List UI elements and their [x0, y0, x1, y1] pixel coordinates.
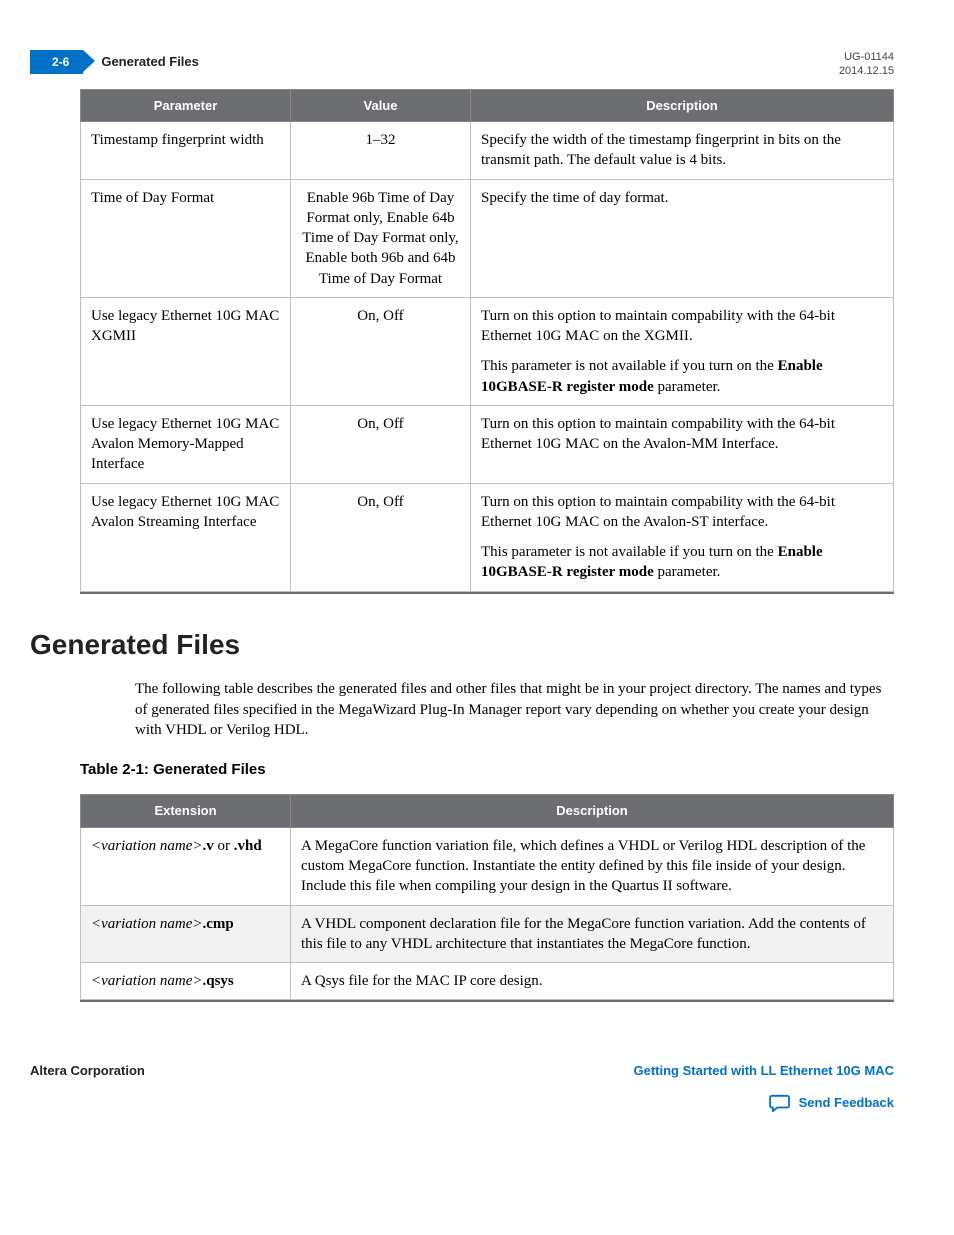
page-number-tab: 2-6 — [30, 50, 83, 74]
footer-company: Altera Corporation — [30, 1062, 145, 1080]
table-rule — [80, 1000, 894, 1002]
cell-parameter: Time of Day Format — [81, 179, 291, 297]
cell-description: Turn on this option to maintain compabil… — [471, 297, 894, 405]
cell-value: 1–32 — [291, 122, 471, 180]
ext-bold: .vhd — [234, 838, 262, 854]
cell-description: A MegaCore function variation file, whic… — [291, 827, 894, 905]
description-paragraph: This parameter is not available if you t… — [481, 356, 883, 397]
cell-value: On, Off — [291, 405, 471, 483]
variation-name: <variation name> — [91, 838, 202, 854]
doc-id: UG-01144 — [839, 50, 894, 64]
col-header-parameter: Parameter — [81, 89, 291, 122]
description-paragraph: This parameter is not available if you t… — [481, 542, 883, 583]
description-paragraph: Specify the width of the timestamp finge… — [481, 130, 883, 171]
ext-bold: .qsys — [202, 973, 233, 989]
cell-parameter: Use legacy Ethernet 10G MAC Avalon Strea… — [81, 483, 291, 591]
cell-parameter: Use legacy Ethernet 10G MAC XGMII — [81, 297, 291, 405]
page-header: 2-6 Generated Files UG-01144 2014.12.15 — [30, 50, 894, 79]
cell-description: A VHDL component declaration file for th… — [291, 905, 894, 963]
cell-extension: <variation name>.v or .vhd — [81, 827, 291, 905]
bold-span: Enable 10GBASE-R register mode — [481, 358, 823, 394]
footer-right: Getting Started with LL Ethernet 10G MAC… — [633, 1062, 894, 1116]
cell-description: Turn on this option to maintain compabil… — [471, 405, 894, 483]
cell-parameter: Use legacy Ethernet 10G MAC Avalon Memor… — [81, 405, 291, 483]
table-row: Use legacy Ethernet 10G MAC Avalon Memor… — [81, 405, 894, 483]
cell-extension: <variation name>.qsys — [81, 963, 291, 1000]
section-body-text: The following table describes the genera… — [135, 679, 894, 740]
running-section-label: Generated Files — [101, 50, 199, 71]
feedback-link[interactable]: Send Feedback — [799, 1094, 894, 1112]
table-header-row: Extension Description — [81, 795, 894, 828]
cell-parameter: Timestamp fingerprint width — [81, 122, 291, 180]
col-header-description: Description — [291, 795, 894, 828]
cell-description: A Qsys file for the MAC IP core design. — [291, 963, 894, 1000]
cell-value: On, Off — [291, 297, 471, 405]
ext-bold: .cmp — [202, 916, 233, 932]
generated-files-table: Extension Description <variation name>.v… — [80, 794, 894, 1000]
table-header-row: Parameter Value Description — [81, 89, 894, 122]
cell-value: On, Off — [291, 483, 471, 591]
section-title: Generated Files — [30, 626, 894, 664]
variation-name: <variation name> — [91, 973, 202, 989]
page-footer: Altera Corporation Getting Started with … — [30, 1062, 894, 1116]
table-row: Time of Day FormatEnable 96b Time of Day… — [81, 179, 894, 297]
description-paragraph: Turn on this option to maintain compabil… — [481, 414, 883, 455]
table-row: <variation name>.qsysA Qsys file for the… — [81, 963, 894, 1000]
col-header-value: Value — [291, 89, 471, 122]
cell-extension: <variation name>.cmp — [81, 905, 291, 963]
feedback-row[interactable]: Send Feedback — [769, 1094, 894, 1112]
doc-date: 2014.12.15 — [839, 64, 894, 78]
table-rule — [80, 592, 894, 594]
table-row: Use legacy Ethernet 10G MAC Avalon Strea… — [81, 483, 894, 591]
feedback-icon — [769, 1094, 791, 1112]
bold-span: Enable 10GBASE-R register mode — [481, 544, 823, 580]
doc-meta: UG-01144 2014.12.15 — [839, 50, 894, 79]
parameter-table: Parameter Value Description Timestamp fi… — [80, 89, 894, 592]
col-header-extension: Extension — [81, 795, 291, 828]
table-row: Timestamp fingerprint width1–32Specify t… — [81, 122, 894, 180]
description-paragraph: Turn on this option to maintain compabil… — [481, 306, 883, 347]
footer-chapter-link[interactable]: Getting Started with LL Ethernet 10G MAC — [633, 1062, 894, 1080]
description-paragraph: Turn on this option to maintain compabil… — [481, 492, 883, 533]
table-row: <variation name>.cmpA VHDL component dec… — [81, 905, 894, 963]
col-header-description: Description — [471, 89, 894, 122]
cell-description: Turn on this option to maintain compabil… — [471, 483, 894, 591]
ext-bold: .v — [202, 838, 213, 854]
description-paragraph: Specify the time of day format. — [481, 188, 883, 208]
cell-value: Enable 96b Time of Day Format only, Enab… — [291, 179, 471, 297]
cell-description: Specify the width of the timestamp finge… — [471, 122, 894, 180]
table-row: Use legacy Ethernet 10G MAC XGMIIOn, Off… — [81, 297, 894, 405]
table-row: <variation name>.v or .vhdA MegaCore fun… — [81, 827, 894, 905]
variation-name: <variation name> — [91, 916, 202, 932]
table-caption: Table 2-1: Generated Files — [80, 760, 894, 780]
cell-description: Specify the time of day format. — [471, 179, 894, 297]
